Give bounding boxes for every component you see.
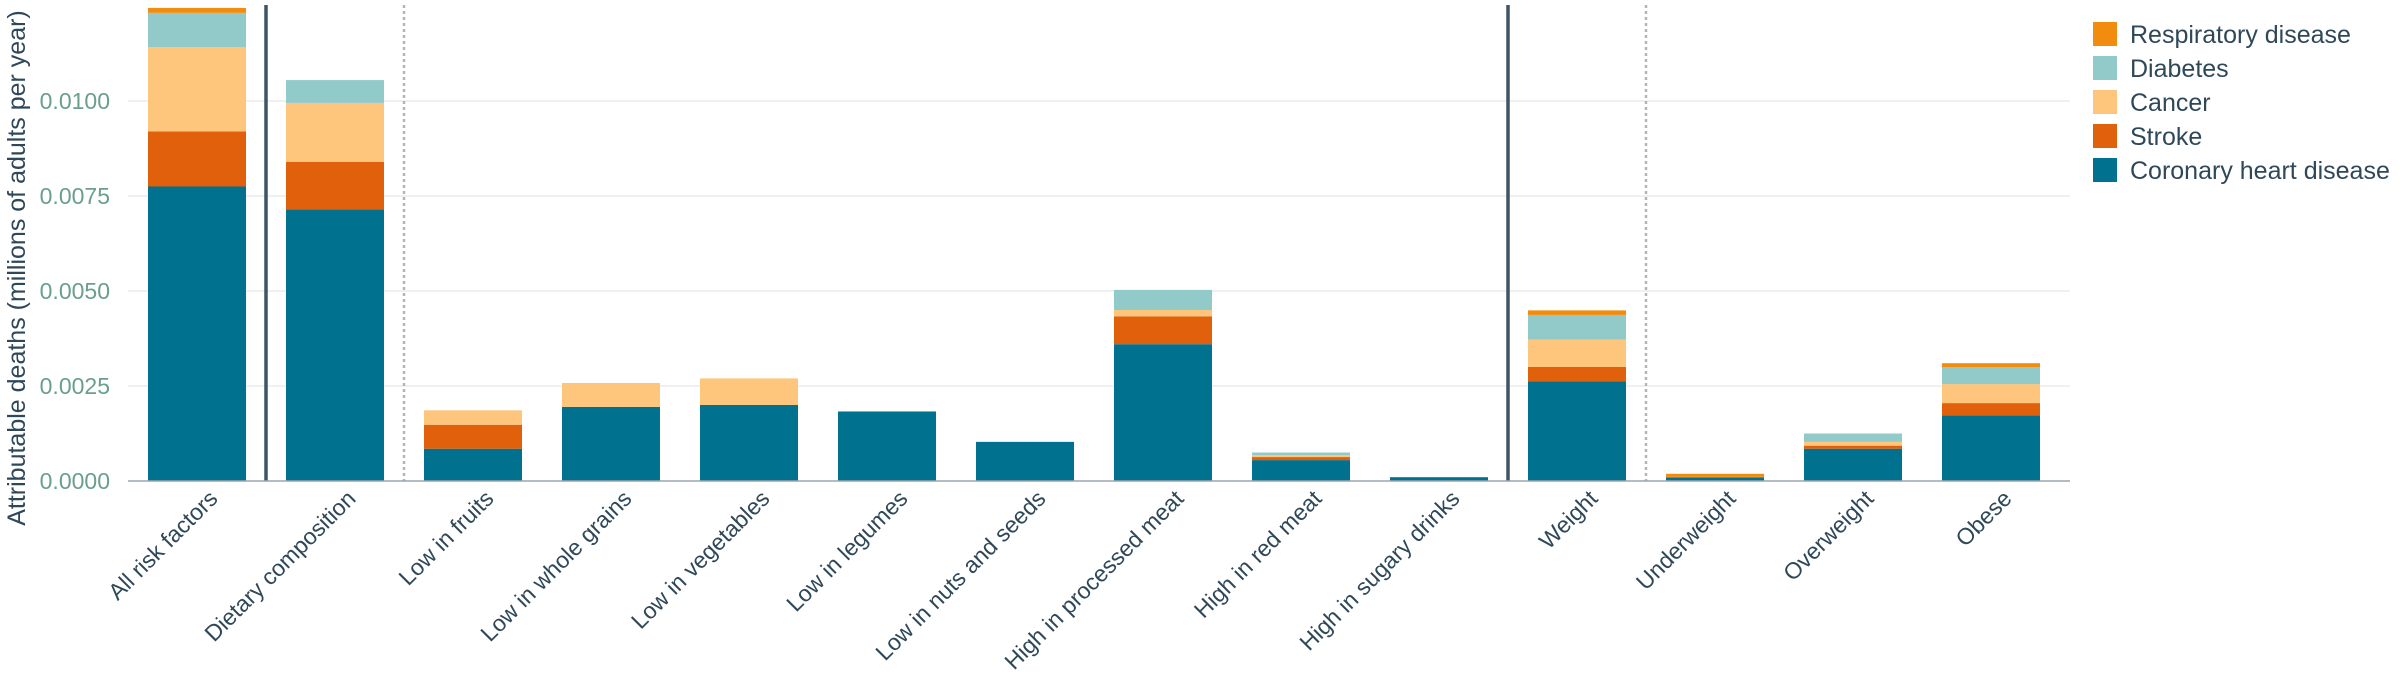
bar-segment-cancer xyxy=(1942,384,2040,404)
bar-segment-diabetes xyxy=(1528,314,1626,340)
legend: Respiratory disease Diabetes Cancer Stroke C… xyxy=(2093,21,2390,185)
bar-segment-coronary-heart-disease xyxy=(148,186,246,481)
bar-segment-cancer xyxy=(1252,455,1350,458)
bar-segment-stroke xyxy=(1942,403,2040,416)
bar-high-in-sugary-drinks xyxy=(1390,477,1488,481)
bar-segment-stroke xyxy=(1804,445,1902,449)
bar-segment-diabetes xyxy=(148,12,246,48)
bar-segment-respiratory-disease xyxy=(1942,363,2040,367)
bar-segment-stroke xyxy=(1252,457,1350,461)
bar-segment-respiratory-disease xyxy=(1528,310,1626,315)
bar-dietary-composition xyxy=(286,80,384,482)
x-tick-label: High in sugary drinks xyxy=(1294,485,1464,655)
bar-segment-diabetes xyxy=(1942,367,2040,385)
y-tick-label: 0.0000 xyxy=(40,468,110,494)
bar-segment-coronary-heart-disease xyxy=(286,209,384,482)
x-tick-label: Weight xyxy=(1534,485,1603,554)
bar-low-in-legumes xyxy=(838,411,936,481)
bar-all-risk-factors xyxy=(148,7,246,481)
bar-low-in-vegetables xyxy=(700,378,798,481)
bar-segment-coronary-heart-disease xyxy=(1114,344,1212,481)
bar-weight xyxy=(1528,310,1626,481)
bar-segment-cancer xyxy=(1528,339,1626,367)
group-separators xyxy=(264,5,1648,481)
bar-segment-coronary-heart-disease xyxy=(838,411,936,481)
x-tick-label: Low in legumes xyxy=(781,485,912,616)
legend-swatch xyxy=(2093,158,2117,182)
legend-swatch xyxy=(2093,90,2117,114)
legend-swatch xyxy=(2093,124,2117,148)
bar-segment-cancer xyxy=(1804,441,1902,446)
legend-swatch xyxy=(2093,22,2117,46)
y-axis-label: Attributable deaths (millions of adults … xyxy=(3,10,31,526)
bar-obese xyxy=(1942,363,2040,481)
y-tick-label: 0.0075 xyxy=(40,183,110,209)
bar-segment-cancer xyxy=(286,102,384,162)
bars xyxy=(148,7,2040,482)
bar-segment-cancer xyxy=(562,382,660,407)
bar-high-in-red-meat xyxy=(1252,452,1350,481)
bar-segment-stroke xyxy=(424,424,522,449)
bar-segment-coronary-heart-disease xyxy=(1942,415,2040,481)
x-tick-label: High in red meat xyxy=(1189,485,1327,623)
bar-segment-coronary-heart-disease xyxy=(1528,381,1626,481)
x-tick-label: All risk factors xyxy=(103,485,223,605)
bar-segment-stroke xyxy=(1666,476,1764,478)
legend-label: Cancer xyxy=(2130,89,2211,117)
bar-segment-coronary-heart-disease xyxy=(562,406,660,481)
legend-label: Coronary heart disease xyxy=(2130,157,2390,185)
bar-low-in-whole-grains xyxy=(562,382,660,481)
x-tick-label: Low in whole grains xyxy=(475,485,636,646)
bar-segment-stroke xyxy=(148,131,246,187)
x-tick-label: Underweight xyxy=(1631,485,1741,595)
bar-segment-coronary-heart-disease xyxy=(1390,477,1488,481)
legend-label: Stroke xyxy=(2130,123,2202,151)
legend-swatch xyxy=(2093,56,2117,80)
legend-item-cancer: Cancer xyxy=(2093,89,2211,117)
bar-segment-respiratory-disease xyxy=(1666,473,1764,477)
bar-segment-coronary-heart-disease xyxy=(1666,477,1764,481)
legend-item-coronary-heart-disease: Coronary heart disease xyxy=(2093,157,2390,185)
bar-segment-stroke xyxy=(1528,367,1626,382)
bar-overweight xyxy=(1804,433,1902,481)
y-tick-label: 0.0050 xyxy=(40,278,110,304)
bar-segment-coronary-heart-disease xyxy=(700,405,798,481)
bar-underweight xyxy=(1666,473,1764,481)
y-tick-label: 0.0025 xyxy=(40,373,110,399)
bar-segment-stroke xyxy=(286,161,384,210)
bar-low-in-nuts-and-seeds xyxy=(976,441,1074,481)
legend-item-diabetes: Diabetes xyxy=(2093,55,2229,83)
bar-segment-stroke xyxy=(1114,316,1212,345)
bar-segment-coronary-heart-disease xyxy=(976,441,1074,481)
legend-item-respiratory-disease: Respiratory disease xyxy=(2093,21,2351,49)
bar-segment-coronary-heart-disease xyxy=(1804,448,1902,481)
bar-segment-cancer xyxy=(700,378,798,405)
legend-label: Diabetes xyxy=(2130,55,2229,83)
y-tick-label: 0.0100 xyxy=(40,88,110,114)
bar-segment-diabetes xyxy=(286,80,384,103)
bar-segment-coronary-heart-disease xyxy=(1252,460,1350,481)
legend-label: Respiratory disease xyxy=(2130,21,2351,49)
bar-segment-cancer xyxy=(1114,310,1212,317)
x-tick-label: Obese xyxy=(1950,485,2016,551)
bar-high-in-processed-meat xyxy=(1114,289,1212,481)
x-tick-label: Low in fruits xyxy=(393,485,498,590)
x-tick-label: Dietary composition xyxy=(199,485,360,646)
x-tick-label: Overweight xyxy=(1778,485,1879,586)
y-tick-labels: 0.0000 0.0025 0.0050 0.0075 0.0100 xyxy=(40,88,110,494)
bar-segment-respiratory-disease xyxy=(148,7,246,13)
bar-segment-diabetes xyxy=(1804,433,1902,442)
bar-segment-diabetes xyxy=(1252,452,1350,456)
x-tick-label: Low in vegetables xyxy=(626,485,775,634)
legend-item-stroke: Stroke xyxy=(2093,123,2202,151)
gridlines xyxy=(128,100,2070,387)
bar-segment-coronary-heart-disease xyxy=(424,448,522,481)
bar-segment-diabetes xyxy=(1114,289,1212,310)
bar-segment-cancer xyxy=(148,47,246,132)
bar-low-in-fruits xyxy=(424,410,522,481)
bar-segment-cancer xyxy=(424,410,522,425)
